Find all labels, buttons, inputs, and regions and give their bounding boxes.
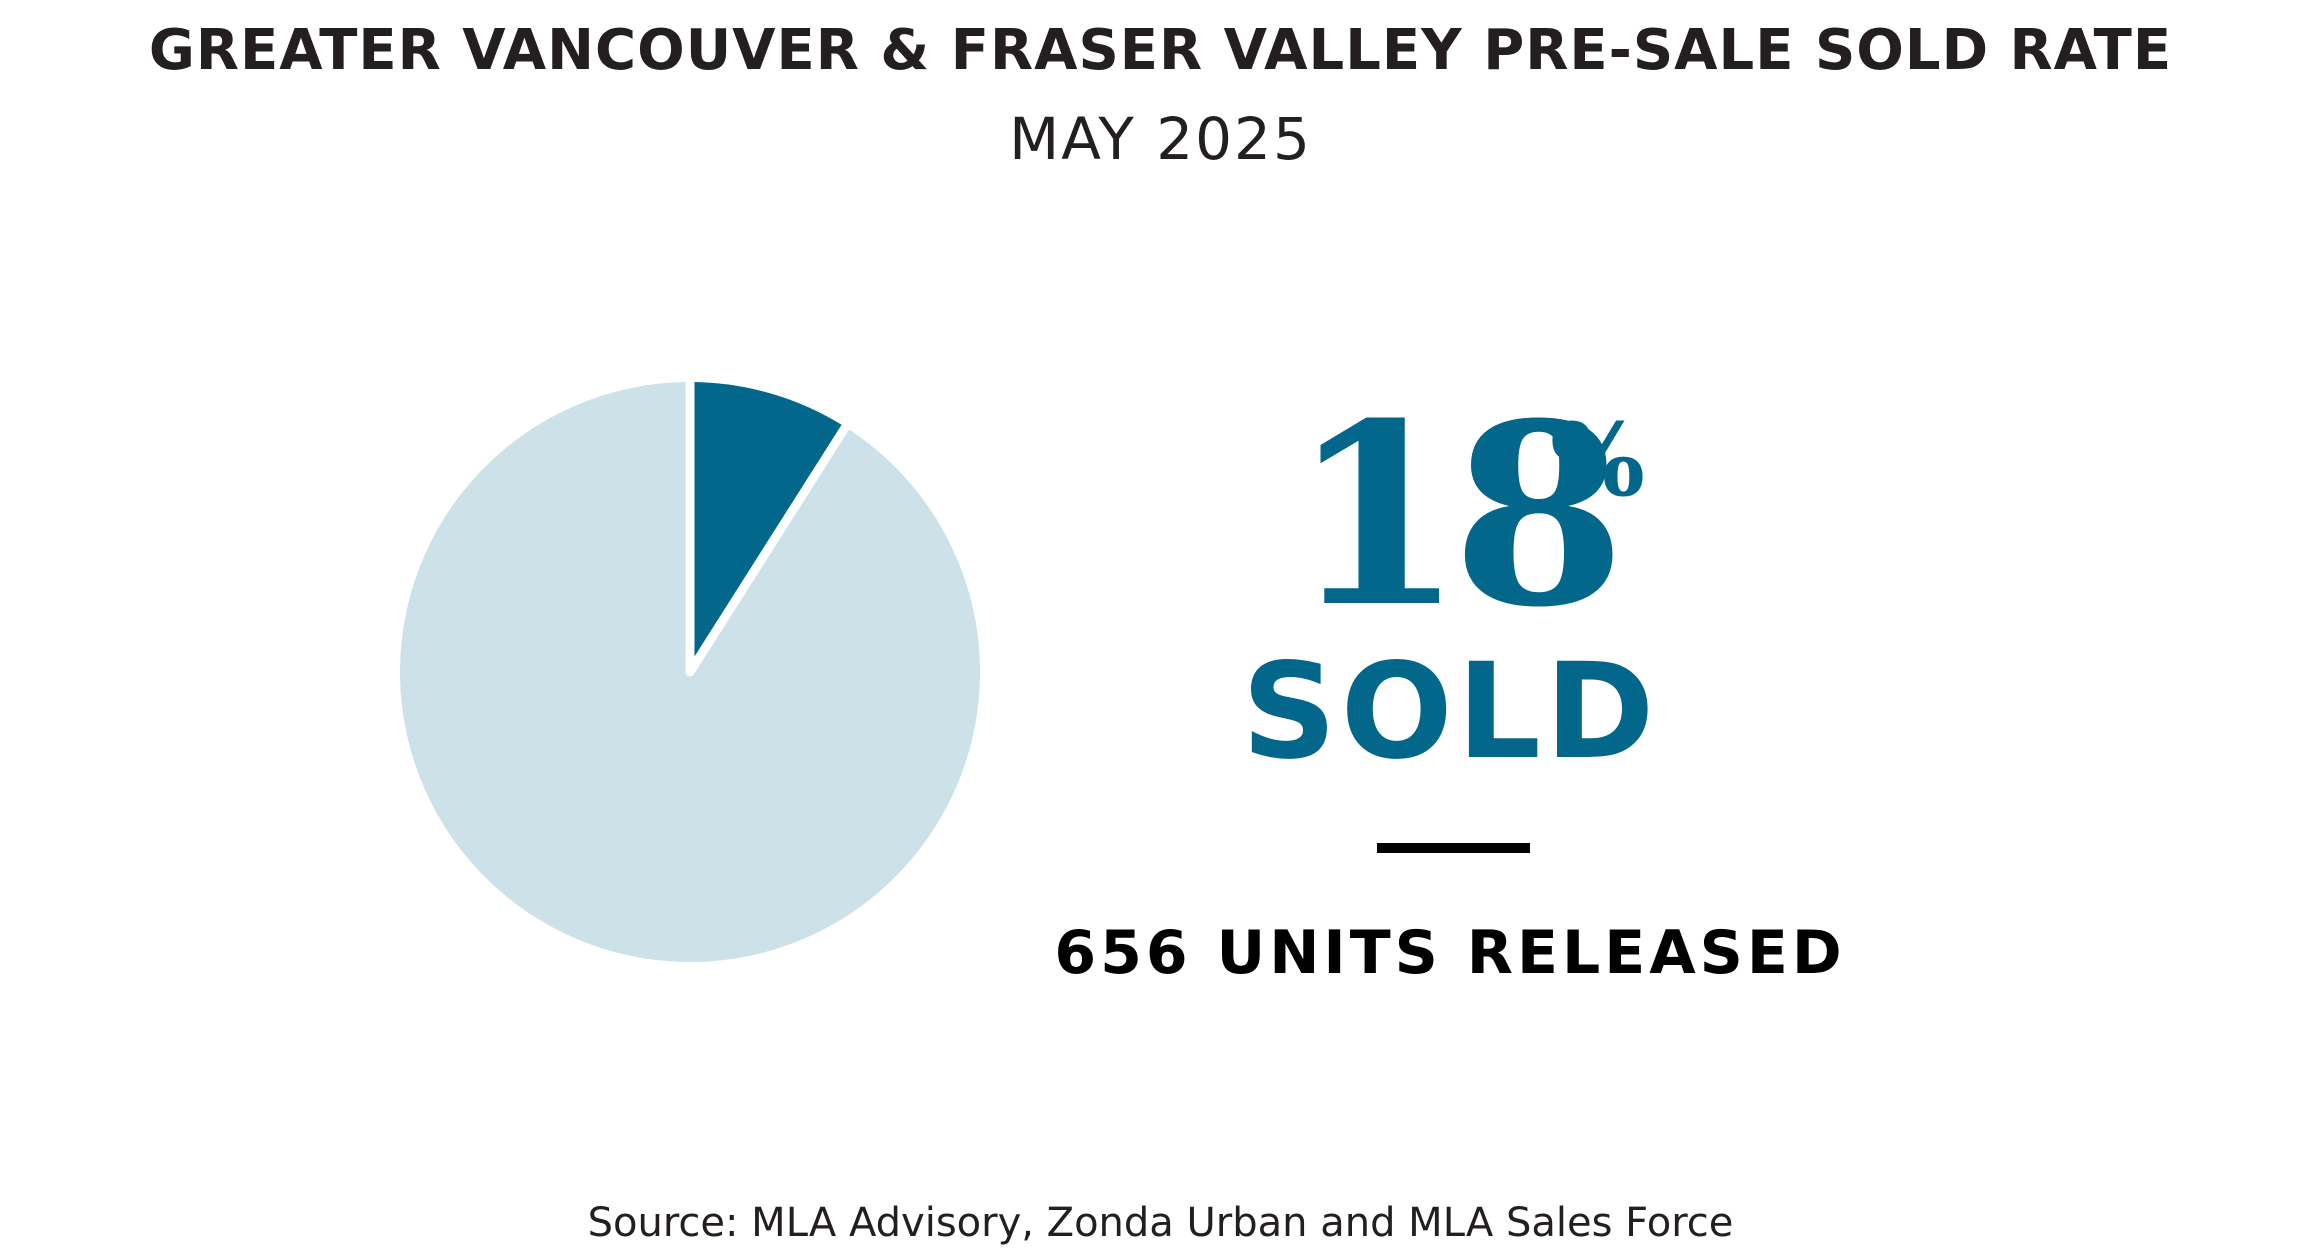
sold-label: SOLD: [1241, 635, 1659, 789]
percent-sign: %: [1550, 401, 1646, 519]
chart-subtitle: MAY 2025: [1009, 105, 1312, 173]
pie-separator-line: [685, 422, 850, 677]
sold-rate-stat: 18 %: [1290, 390, 1690, 650]
pie-chart-svg: [400, 377, 981, 962]
chart-title: GREATER VANCOUVER & FRASER VALLEY PRE-SA…: [148, 18, 2173, 83]
pie-slice-sold: [690, 382, 846, 672]
pie-chart: [390, 372, 990, 972]
units-released: 656 UNITS RELEASED: [1054, 918, 1846, 988]
source-note: Source: MLA Advisory, Zonda Urban and ML…: [587, 1200, 1734, 1246]
sold-rate-number: 18: [1290, 368, 1626, 662]
divider-line: [1377, 843, 1530, 853]
